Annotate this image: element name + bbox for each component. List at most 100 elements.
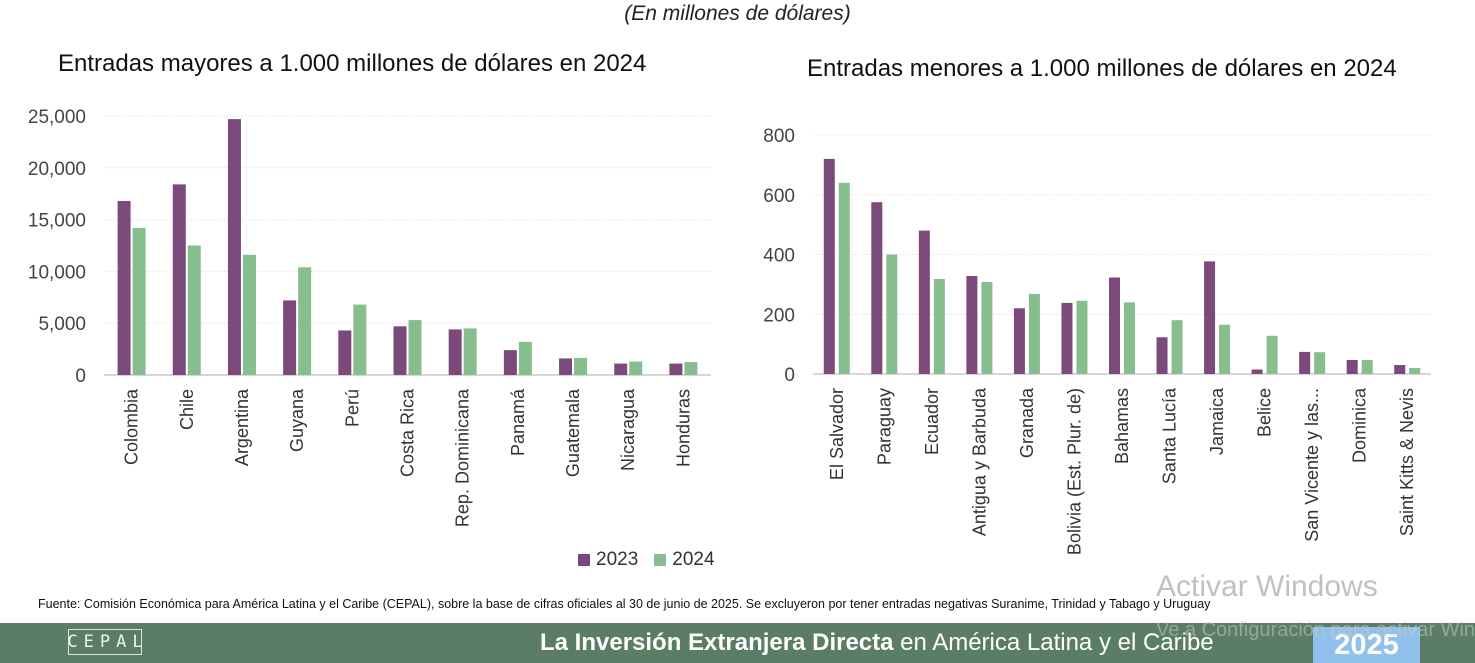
bar-2023-colombia <box>117 200 131 375</box>
bar-2023-guyana <box>283 300 297 375</box>
legend-label-2024: 2024 <box>672 549 715 570</box>
bar-2024-el-salvador <box>838 182 850 374</box>
bar-2024-paraguay <box>886 254 898 374</box>
bar-2024-saint-kitts-nevis <box>1409 368 1421 374</box>
bar-2024-argentina <box>242 254 256 375</box>
x-tick-label-honduras: Honduras <box>673 389 693 467</box>
bar-2024-santa-lucia <box>1171 320 1183 374</box>
y-tick-label: 800 <box>763 126 795 147</box>
bar-2023-antigua-y-barbuda <box>966 276 978 374</box>
bar-2023-jamaica <box>1204 261 1216 374</box>
bar-2023-el-salvador <box>823 158 835 374</box>
bar-2024-guyana <box>298 267 312 375</box>
bar-2023-san-vicente-y-las <box>1299 351 1311 374</box>
y-tick-label: 0 <box>784 365 795 386</box>
bar-2024-san-vicente-y-las <box>1314 352 1326 374</box>
bar-2024-ecuador <box>933 278 945 374</box>
x-tick-label-bolivia-est-plur-de: Bolivia (Est. Plur. de) <box>1064 388 1084 555</box>
x-tick-label-jamaica: Jamaica <box>1207 387 1227 455</box>
y-tick-label: 5,000 <box>38 314 86 335</box>
x-tick-label-panama: Panamá <box>508 388 528 456</box>
bar-2024-jamaica <box>1219 324 1231 374</box>
x-tick-label-dominica: Dominica <box>1350 387 1370 463</box>
x-tick-label-bahamas: Bahamas <box>1112 388 1132 464</box>
bar-2023-rep-dominicana <box>448 329 462 375</box>
bar-2023-paraguay <box>871 202 883 374</box>
y-tick-label: 10,000 <box>28 262 86 283</box>
bar-chart-small-inflows: 0 200 400 600 800 El Salvador Paraguay Ecuador A… <box>763 126 1431 555</box>
bar-2023-belice <box>1251 369 1263 374</box>
x-tick-label-colombia: Colombia <box>122 388 142 465</box>
bar-2024-bolivia-est-plur-de <box>1076 300 1088 374</box>
bar-2024-honduras <box>684 362 698 375</box>
x-tick-label-chile: Chile <box>177 389 197 430</box>
y-tick-label: 200 <box>763 305 795 326</box>
y-tick-label: 600 <box>763 186 795 207</box>
source-note: Fuente: Comisión Económica para América … <box>38 597 1211 611</box>
windows-activation-hint: Ve a Configuración para activar Windows. <box>1156 619 1475 641</box>
chart-title-left: Entradas mayores a 1.000 millones de dól… <box>58 50 647 77</box>
legend-label-2023: 2023 <box>596 549 639 570</box>
bar-2024-guatemala <box>574 357 588 375</box>
x-tick-label-rep-dominicana: Rep. Dominicana <box>453 388 473 527</box>
windows-activation-watermark: Activar Windows <box>1156 570 1378 603</box>
bar-2023-ecuador <box>918 230 930 374</box>
bar-2023-granada <box>1013 308 1025 374</box>
bar-2023-saint-kitts-nevis <box>1394 365 1406 374</box>
legend-item-2023: 2023 <box>578 549 638 571</box>
bar-2024-dominica <box>1361 359 1373 374</box>
x-tick-label-guyana: Guyana <box>287 388 307 452</box>
bar-2023-dominica <box>1346 359 1358 374</box>
bar-2024-colombia <box>132 227 146 375</box>
x-tick-label-el-salvador: El Salvador <box>827 388 847 480</box>
footer-title: La Inversión Extranjera Directa en Améri… <box>540 629 1214 657</box>
x-tick-label-granada: Granada <box>1017 387 1037 458</box>
bar-2023-nicaragua <box>614 363 628 375</box>
x-tick-label-nicaragua: Nicaragua <box>618 388 638 471</box>
bar-2023-costa-rica <box>393 326 407 375</box>
x-tick-label-argentina: Argentina <box>232 388 252 466</box>
footer-title-bold: La Inversión Extranjera Directa <box>540 629 894 656</box>
bar-2024-bahamas <box>1124 302 1135 374</box>
bar-2024-nicaragua <box>629 361 643 375</box>
chart-title-right: Entradas menores a 1.000 millones de dól… <box>807 55 1397 82</box>
x-tick-label-belice: Belice <box>1255 388 1275 437</box>
bar-2024-panama <box>518 341 532 375</box>
bar-2024-belice <box>1266 335 1278 374</box>
x-tick-label-ecuador: Ecuador <box>922 388 942 455</box>
bar-2023-bolivia-est-plur-de <box>1061 302 1073 374</box>
y-tick-label: 25,000 <box>28 107 86 128</box>
bar-2024-peru <box>353 304 367 375</box>
bar-2023-santa-lucia <box>1156 337 1168 374</box>
bar-2024-costa-rica <box>408 320 422 375</box>
x-tick-label-san-vicente-y-las: San Vicente y las... <box>1302 388 1322 542</box>
footer-title-regular: en América Latina y el Caribe <box>893 629 1214 656</box>
x-tick-label-costa-rica: Costa Rica <box>398 388 418 477</box>
bar-2024-rep-dominicana <box>463 328 477 375</box>
x-tick-label-antigua-y-barbuda: Antigua y Barbuda <box>969 387 989 536</box>
y-tick-label: 400 <box>763 246 795 267</box>
bar-2023-honduras <box>669 363 683 375</box>
bar-2023-guatemala <box>559 358 573 375</box>
bar-2023-chile <box>172 184 186 375</box>
bar-2024-granada <box>1028 293 1040 374</box>
y-tick-label: 20,000 <box>28 159 86 180</box>
bar-2023-bahamas <box>1109 277 1120 374</box>
x-tick-label-guatemala: Guatemala <box>563 388 583 477</box>
bar-2023-panama <box>503 350 517 375</box>
y-tick-label: 0 <box>75 366 86 387</box>
bar-2023-argentina <box>227 119 241 375</box>
y-tick-label: 15,000 <box>28 211 86 232</box>
x-tick-label-peru: Perú <box>342 389 362 427</box>
cepal-logo: CEPAL <box>67 629 143 655</box>
x-tick-label-paraguay: Paraguay <box>874 388 894 465</box>
x-tick-label-santa-lucia: Santa Lucía <box>1160 387 1180 484</box>
footer-bar: CEPAL La Inversión Extranjera Directa en… <box>0 623 1475 663</box>
chart-legend: 2023 2024 <box>578 549 731 571</box>
legend-item-2024: 2024 <box>654 549 715 571</box>
legend-swatch-2023 <box>578 554 590 566</box>
bar-chart-large-inflows: 0 5,000 10,000 15,000 20,000 25,000 Colombia Ch… <box>28 107 711 527</box>
bar-2024-antigua-y-barbuda <box>981 281 993 374</box>
bar-2024-chile <box>187 245 201 375</box>
report-subtitle: (En millones de dólares) <box>624 2 851 25</box>
